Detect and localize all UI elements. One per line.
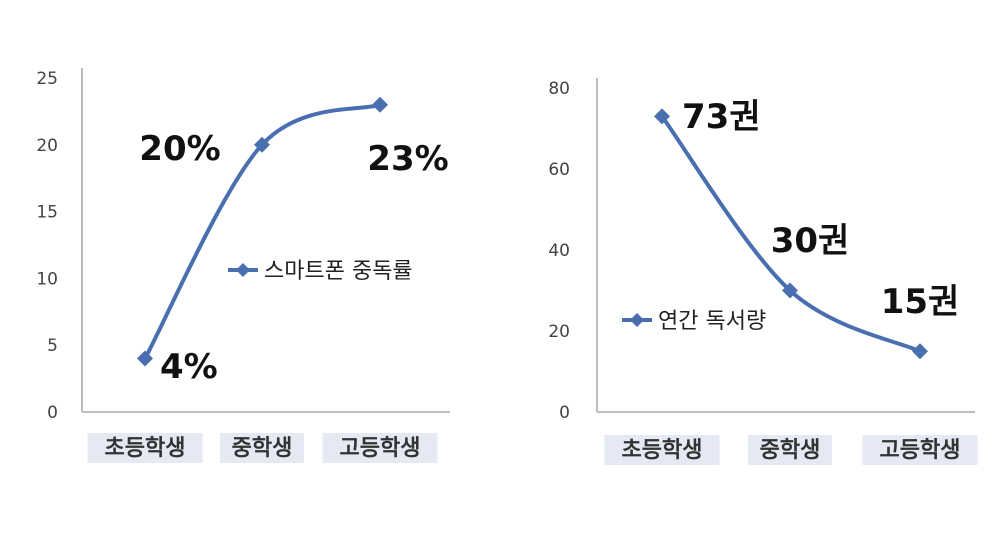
data-label: 20% xyxy=(139,129,220,169)
series-line xyxy=(143,102,382,361)
category-label: 중학생 xyxy=(760,438,821,463)
legend-marker xyxy=(236,263,250,277)
legend-marker xyxy=(630,313,644,327)
data-point-marker xyxy=(372,96,388,113)
y-tick-label: 0 xyxy=(559,403,570,423)
data-point-marker xyxy=(782,282,798,299)
data-label: 30권 xyxy=(771,221,850,261)
legend-entry: 연간 독서량 xyxy=(658,309,766,334)
y-tick-label: 10 xyxy=(36,269,58,289)
category-label-background xyxy=(87,433,203,463)
category-label: 초등학생 xyxy=(105,436,186,461)
category-label: 고등학생 xyxy=(880,438,961,463)
y-tick-label: 60 xyxy=(548,160,570,180)
category-label-background xyxy=(748,435,832,465)
chart-smartphone-addiction: 0 5 10 15 20 25 초등학생 중학생 고등학생 스마트폰 중독률 4% 20% 23% xyxy=(36,68,450,463)
y-tick-label: 80 xyxy=(548,79,570,99)
category-label-background xyxy=(220,433,304,463)
data-point-marker xyxy=(254,136,270,153)
category-label: 고등학생 xyxy=(340,436,421,461)
data-label: 73권 xyxy=(682,97,761,137)
data-point-marker xyxy=(912,343,928,360)
chart-annual-reading: 0 20 40 60 80 초등학생 중학생 고등학생 연간 독서량 73권 30권 15권 xyxy=(548,78,978,465)
y-tick-label: 15 xyxy=(36,203,58,223)
category-label-background xyxy=(862,435,978,465)
data-point-marker xyxy=(654,108,670,125)
category-label: 중학생 xyxy=(232,436,293,461)
y-tick-label: 20 xyxy=(548,322,570,342)
legend-entry: 스마트폰 중독률 xyxy=(264,259,413,284)
y-tick-label: 40 xyxy=(548,241,570,261)
category-label-background xyxy=(604,435,720,465)
data-label: 15권 xyxy=(881,282,960,322)
data-point-marker xyxy=(137,350,153,367)
category-label-background xyxy=(322,433,438,463)
y-tick-label: 5 xyxy=(47,336,58,356)
y-tick-label: 20 xyxy=(36,136,58,156)
category-label: 초등학생 xyxy=(622,438,703,463)
data-label: 4% xyxy=(160,347,218,387)
data-label: 23% xyxy=(367,139,448,179)
y-tick-label: 0 xyxy=(47,403,58,423)
y-tick-label: 25 xyxy=(36,69,58,89)
